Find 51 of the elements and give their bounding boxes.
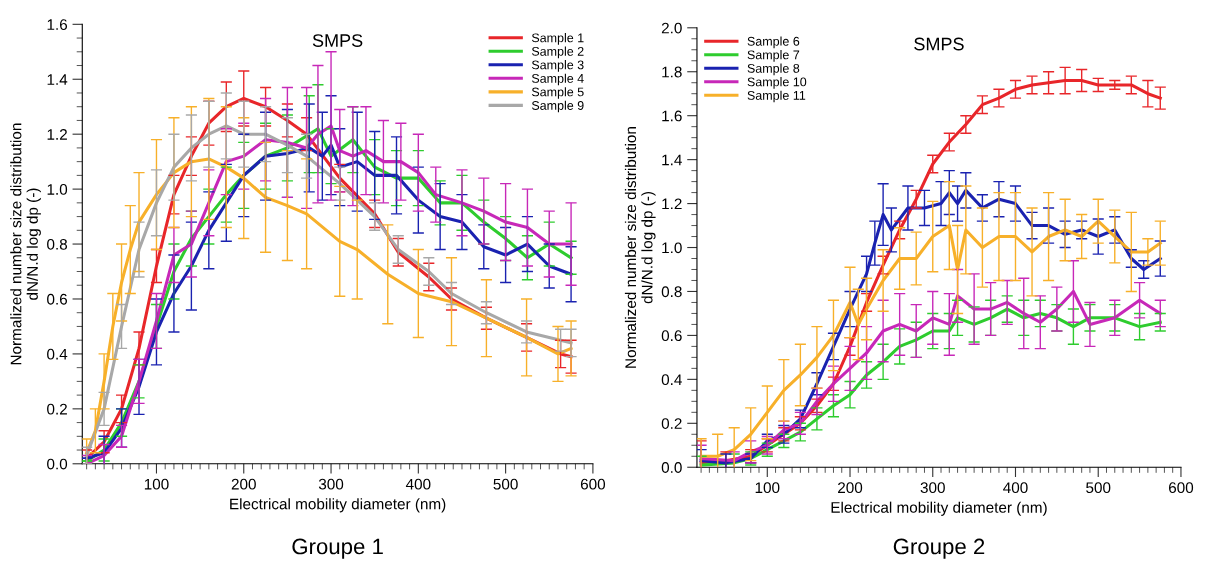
y-tick-label: 0.0 bbox=[661, 462, 682, 473]
y-tick-label: 0.4 bbox=[661, 374, 682, 386]
x-tick-label: 600 bbox=[1168, 482, 1194, 494]
legend-label: Sample 1 bbox=[531, 33, 584, 45]
y-axis-title: Normalized number size distribution dN/N.d log dp (-) bbox=[10, 123, 41, 365]
legend-label: Sample 9 bbox=[531, 100, 584, 113]
y-tick-label: 1.0 bbox=[662, 242, 682, 254]
y-tick-label: 0.8 bbox=[661, 286, 682, 298]
y-tick-label: 1.6 bbox=[662, 110, 682, 122]
y-tick-label: 1.2 bbox=[662, 198, 682, 210]
legend-label: Sample 10 bbox=[747, 77, 807, 89]
x-axis-title: Electrical mobility diameter (nm) bbox=[831, 501, 1047, 516]
y-tick-label: 2.0 bbox=[661, 22, 682, 34]
x-tick-label: 400 bbox=[405, 478, 431, 490]
y-tick-label: 1.6 bbox=[47, 19, 68, 30]
y-tick-label: 1.0 bbox=[47, 183, 68, 195]
x-tick-label: 100 bbox=[755, 482, 780, 494]
x-tick-label: 500 bbox=[1086, 482, 1111, 494]
y-tick-label: 1.8 bbox=[662, 66, 682, 78]
text: Groupe 2 bbox=[893, 538, 985, 559]
y-tick-label: 0.8 bbox=[47, 238, 68, 250]
y-tick-label: 0.6 bbox=[661, 330, 682, 342]
legend-label: Sample 6 bbox=[747, 36, 800, 49]
x-tick-label: 300 bbox=[920, 482, 945, 494]
text: Groupe 1 bbox=[292, 538, 383, 559]
legend-label: Sample 5 bbox=[531, 87, 584, 99]
y-axis-title: Normalized number size distribution dN/N.d log dp (-) bbox=[624, 127, 656, 368]
x-tick-label: 600 bbox=[580, 478, 606, 490]
legend-label: Sample 4 bbox=[531, 73, 584, 86]
y-tick-label: 1.2 bbox=[47, 129, 67, 140]
chart-title: SMPS bbox=[914, 37, 964, 51]
legend-label: Sample 8 bbox=[747, 63, 800, 76]
y-tick-label: 1.4 bbox=[662, 154, 682, 166]
y-tick-label: 0.6 bbox=[47, 293, 68, 305]
x-tick-label: 500 bbox=[493, 478, 518, 490]
y-tick-label: 0.2 bbox=[47, 403, 67, 415]
legend-label: Sample 3 bbox=[531, 60, 584, 72]
x-tick-label: 400 bbox=[1003, 482, 1028, 494]
legend-label: Sample 11 bbox=[747, 90, 806, 103]
x-tick-label: 100 bbox=[144, 478, 169, 490]
legend-label: Sample 7 bbox=[747, 50, 800, 62]
x-axis-title: Electrical mobility diameter (nm) bbox=[230, 498, 446, 513]
x-tick-label: 200 bbox=[231, 478, 256, 490]
y-tick-label: 1.4 bbox=[47, 74, 68, 85]
y-tick-label: 0.4 bbox=[47, 348, 68, 360]
x-tick-label: 300 bbox=[318, 478, 344, 490]
chart-title: SMPS bbox=[312, 34, 363, 47]
y-tick-label: 0.0 bbox=[47, 458, 68, 470]
legend-label: Sample 2 bbox=[531, 46, 584, 59]
y-tick-label: 0.2 bbox=[661, 418, 682, 429]
x-tick-label: 200 bbox=[838, 482, 863, 494]
